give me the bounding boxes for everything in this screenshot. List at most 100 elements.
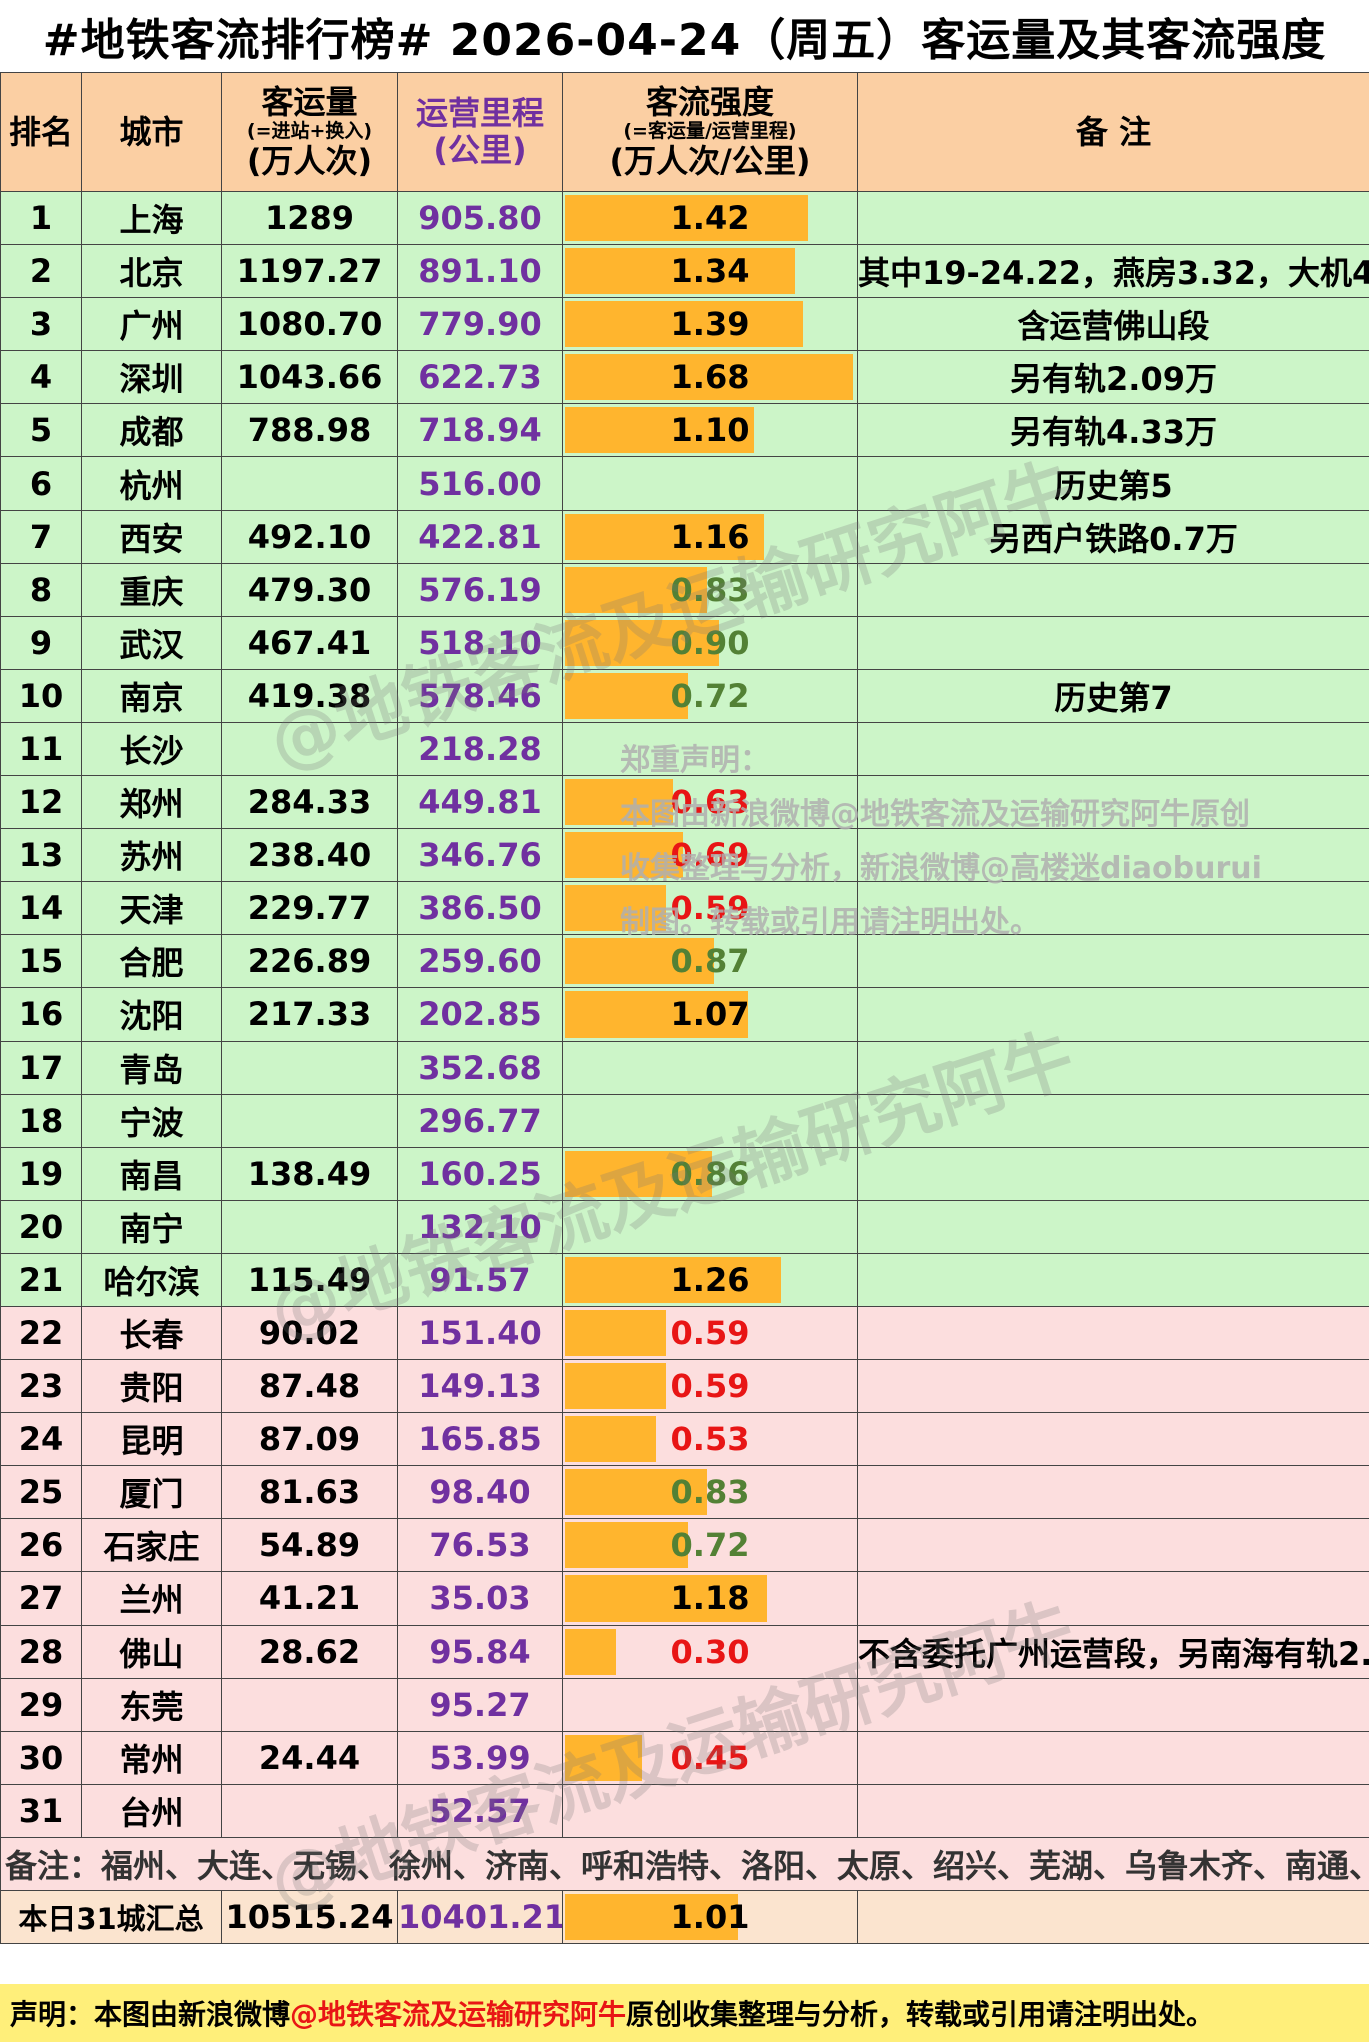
rank-cell: 12 [0, 775, 82, 830]
city-cell: 深圳 [81, 350, 222, 405]
table-row: 14 天津 229.77 386.50 0.59 [0, 881, 1369, 936]
intensity-cell: 1.07 [562, 987, 858, 1042]
intensity-cell: 1.10 [562, 403, 858, 458]
intensity-bar [565, 619, 719, 666]
table-row: 31 台州 52.57 [0, 1783, 1369, 1838]
intensity-value: 0.63 [670, 783, 750, 822]
rank-cell: 10 [0, 668, 82, 723]
intensity-cell: 0.59 [562, 1359, 858, 1414]
footer-prefix: 声明：本图由新浪微博 [10, 1998, 291, 2031]
intensity-cell: 1.26 [562, 1252, 858, 1307]
disclaimer-line4: 制图。转载或引用请注明出处。 [620, 905, 1040, 940]
city-cell: 长春 [81, 1305, 222, 1361]
intensity-cell [562, 1199, 858, 1254]
intensity-bar [565, 1628, 616, 1675]
volume-cell: 788.98 [221, 403, 398, 458]
volume-cell: 479.30 [221, 562, 398, 617]
rank-cell: 25 [0, 1465, 82, 1520]
mileage-cell: 259.60 [397, 934, 563, 989]
city-cell: 佛山 [81, 1624, 222, 1679]
notes-row: 备注：福州、大连、无锡、徐州、济南、呼和浩特、洛阳、太原、绍兴、芜湖、乌鲁木齐、… [0, 1836, 1369, 1892]
volume-cell: 54.89 [221, 1518, 398, 1573]
volume-cell: 1197.27 [221, 244, 398, 299]
intensity-value: 1.18 [670, 1579, 750, 1618]
mileage-cell: 449.81 [397, 775, 563, 830]
city-cell: 南宁 [81, 1199, 222, 1254]
table-row: 24 昆明 87.09 165.85 0.53 [0, 1412, 1369, 1467]
remark-cell: 另西户铁路0.7万 [857, 509, 1369, 564]
intensity-value: 0.30 [670, 1632, 750, 1671]
city-cell: 石家庄 [81, 1518, 222, 1573]
intensity-value: 0.59 [670, 889, 750, 928]
header-city: 城市 [81, 72, 222, 192]
footer-handle: @地铁客流及运输研究阿牛 [290, 1998, 627, 2031]
total-intensity: 1.01 [670, 1898, 750, 1937]
volume-cell: 41.21 [221, 1571, 398, 1626]
table-row: 10 南京 419.38 578.46 0.72 历史第7 [0, 668, 1369, 723]
intensity-bar [565, 1734, 642, 1781]
table-row: 22 长春 90.02 151.40 0.59 [0, 1305, 1369, 1361]
volume-cell [221, 721, 398, 777]
volume-cell: 1043.66 [221, 350, 398, 405]
table-row: 25 厦门 81.63 98.40 0.83 [0, 1465, 1369, 1520]
intensity-value: 1.10 [670, 411, 750, 450]
intensity-cell [562, 1677, 858, 1732]
notes-text: 备注：福州、大连、无锡、徐州、济南、呼和浩特、洛阳、太原、绍兴、芜湖、乌鲁木齐、… [0, 1836, 1369, 1892]
rank-cell: 9 [0, 615, 82, 670]
mileage-cell: 149.13 [397, 1359, 563, 1414]
remark-cell [857, 1359, 1369, 1414]
mileage-cell: 296.77 [397, 1093, 563, 1148]
intensity-value: 0.87 [670, 942, 750, 981]
mileage-cell: 91.57 [397, 1252, 563, 1307]
intensity-cell: 0.90 [562, 615, 858, 670]
city-cell: 合肥 [81, 934, 222, 989]
mileage-cell: 578.46 [397, 668, 563, 723]
intensity-bar [565, 991, 748, 1038]
city-cell: 北京 [81, 244, 222, 299]
volume-cell: 492.10 [221, 509, 398, 564]
city-cell: 苏州 [81, 828, 222, 883]
table-row: 12 郑州 284.33 449.81 0.63 [0, 775, 1369, 830]
disclaimer: 郑重声明： 本图由新浪微博@地铁客流及运输研究阿牛原创 收集整理与分析，新浪微博… [620, 734, 1320, 950]
footer-suffix: 原创收集整理与分析，转载或引用请注明出处。 [626, 1998, 1215, 2031]
remark-cell [857, 1040, 1369, 1095]
remark-cell: 历史第7 [857, 668, 1369, 723]
mileage-cell: 346.76 [397, 828, 563, 883]
header-remark: 备 注 [857, 72, 1369, 192]
mileage-cell: 76.53 [397, 1518, 563, 1573]
intensity-bar [565, 195, 808, 242]
rank-cell: 5 [0, 403, 82, 458]
intensity-cell: 0.83 [562, 1465, 858, 1520]
disclaimer-line3: 收集整理与分析，新浪微博@高楼迷diaoburui [620, 851, 1262, 886]
intensity-bar [565, 248, 795, 295]
rank-cell: 22 [0, 1305, 82, 1361]
remark-cell [857, 1518, 1369, 1573]
table-row: 4 深圳 1043.66 622.73 1.68 另有轨2.09万 [0, 350, 1369, 405]
city-cell: 东莞 [81, 1677, 222, 1732]
remark-cell [857, 1677, 1369, 1732]
rank-cell: 20 [0, 1199, 82, 1254]
rank-cell: 30 [0, 1730, 82, 1785]
intensity-value: 1.34 [670, 252, 750, 291]
mileage-cell: 905.80 [397, 190, 563, 246]
volume-cell [221, 456, 398, 511]
intensity-value: 1.39 [670, 305, 750, 344]
intensity-cell: 0.45 [562, 1730, 858, 1785]
rank-cell: 14 [0, 881, 82, 936]
city-cell: 青岛 [81, 1040, 222, 1095]
city-cell: 西安 [81, 509, 222, 564]
intensity-cell [562, 721, 858, 777]
remark-cell [857, 775, 1369, 830]
header-mileage-l2: (公里) [433, 131, 527, 169]
rank-cell: 2 [0, 244, 82, 299]
mileage-cell: 95.84 [397, 1624, 563, 1679]
header-rank: 排名 [0, 72, 82, 192]
intensity-cell: 1.42 [562, 190, 858, 246]
header-row: 排名 城市 客运量 (=进站+换入) (万人次) 运营里程 (公里) 客流强度 … [0, 72, 1369, 192]
mileage-cell: 160.25 [397, 1146, 563, 1201]
table-row: 1 上海 1289 905.80 1.42 [0, 190, 1369, 246]
intensity-cell: 0.72 [562, 668, 858, 723]
table-row: 9 武汉 467.41 518.10 0.90 [0, 615, 1369, 670]
intensity-value: 1.42 [670, 199, 750, 238]
city-cell: 天津 [81, 881, 222, 936]
